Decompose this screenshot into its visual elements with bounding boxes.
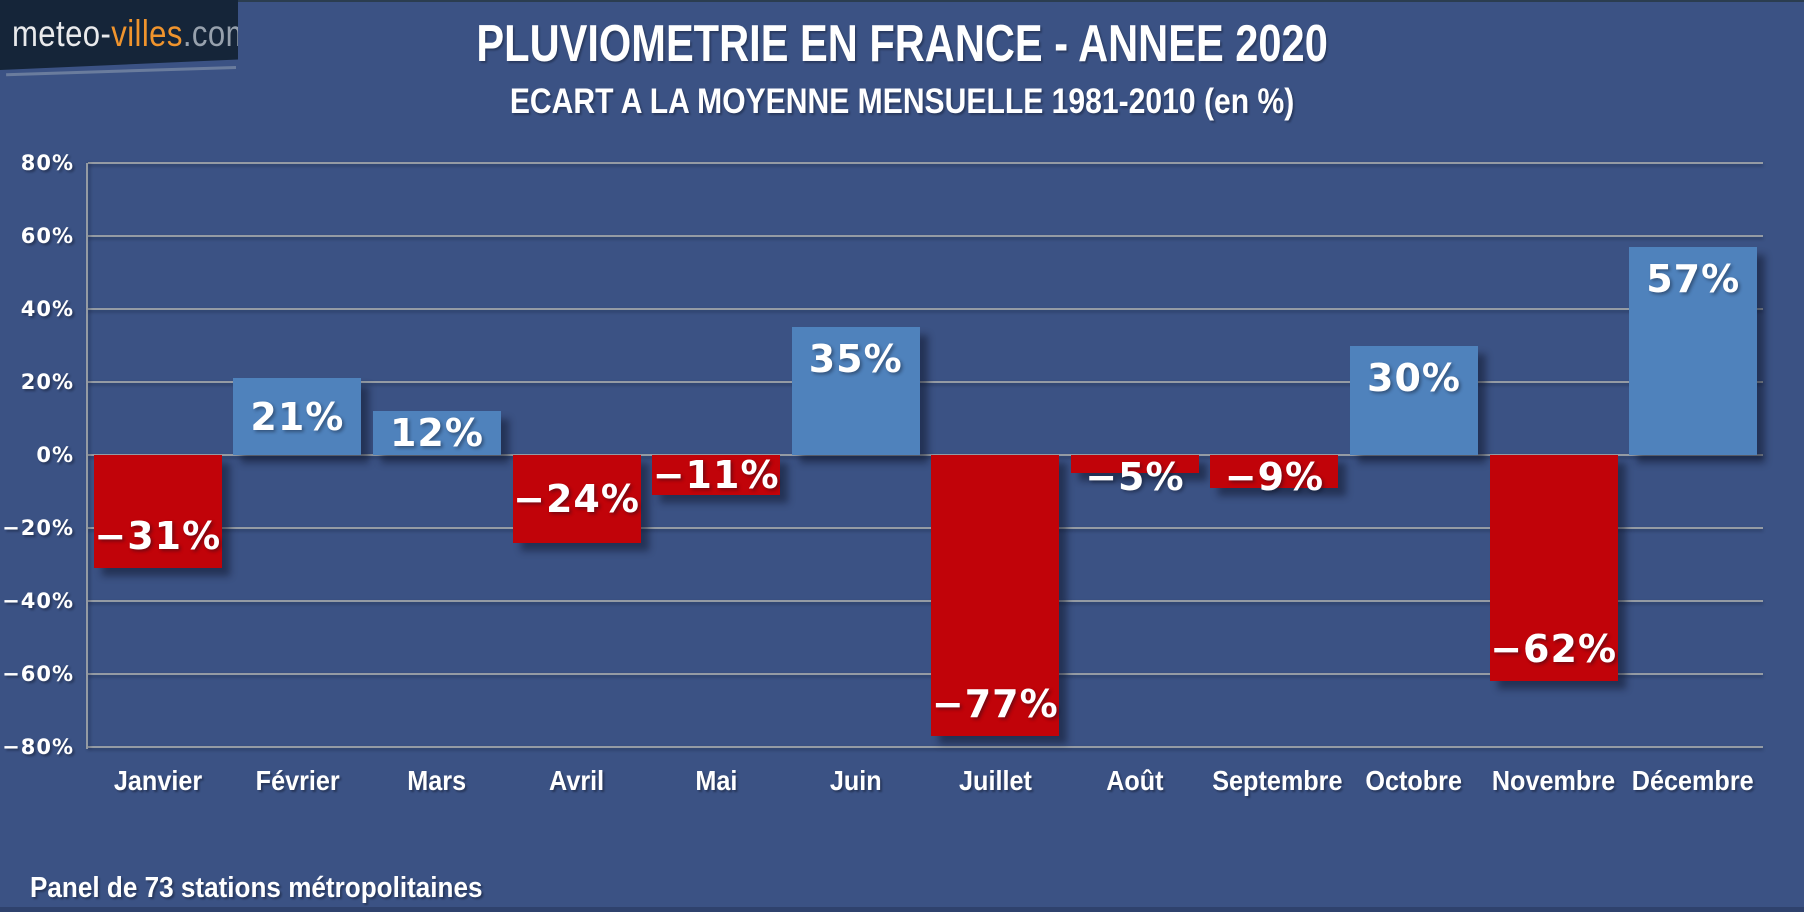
gridline-80% [88, 162, 1763, 164]
footer-note: Panel de 73 stations métropolitaines [30, 872, 483, 904]
bar-mai: −11% [652, 453, 781, 498]
x-axis-label-text: Octobre [1365, 765, 1463, 796]
chart-subtitle: ECART A LA MOYENNE MENSUELLE 1981-2010 (… [509, 82, 1295, 121]
bar-value-label-février: 21% [250, 394, 345, 439]
x-axis-label-mars: Mars [367, 763, 507, 799]
gridline--80% [88, 746, 1763, 748]
bar-juillet: −77% [931, 455, 1060, 737]
y-axis-line [86, 163, 88, 749]
y-axis-tick-label--80%: −80% [2, 735, 74, 759]
gridline-0% [88, 454, 1763, 456]
x-axis-label-text: Avril [548, 765, 605, 796]
bar-janvier: −31% [93, 455, 222, 569]
x-axis-label-juin: Juin [786, 763, 926, 799]
logo-banner: meteo-villes.com [0, 0, 238, 70]
bar-value-label-mai: −11% [652, 453, 780, 498]
y-axis-tick-label-60%: 60% [20, 224, 74, 248]
x-axis-label-janvier: Janvier [88, 763, 228, 799]
bar-octobre: 30% [1350, 345, 1479, 455]
y-axis-tick-label--20%: −20% [2, 516, 74, 540]
logo-villes: villes [111, 13, 183, 54]
top-edge-line [0, 0, 1804, 2]
y-axis-tick-label-20%: 20% [20, 370, 74, 394]
y-axis-tick-label-0%: 0% [36, 443, 74, 467]
bar-août: −5% [1070, 455, 1199, 499]
y-axis-tick-label-80%: 80% [20, 151, 74, 175]
x-axis-label-octobre: Octobre [1344, 763, 1484, 799]
bar-avril: −24% [512, 455, 641, 543]
bar-value-label-juin: 35% [808, 337, 903, 382]
x-axis-label-juillet: Juillet [926, 763, 1066, 799]
x-axis-label-text: Mars [407, 765, 467, 796]
logo-com: .com [182, 13, 252, 54]
x-axis-label-text: Novembre [1491, 765, 1616, 796]
logo-text: meteo-villes.com [12, 13, 252, 55]
gridline-60% [88, 235, 1763, 237]
gridline--40% [88, 600, 1763, 602]
gridline-40% [88, 308, 1763, 310]
bar-value-label-septembre: −9% [1224, 455, 1325, 499]
x-axis-label-septembre: Septembre [1205, 763, 1345, 799]
bar-value-label-octobre: 30% [1367, 355, 1462, 400]
bar-juin: 35% [791, 327, 920, 455]
bar-mars: 12% [372, 411, 501, 456]
gridline-20% [88, 381, 1763, 383]
bar-février: 21% [233, 378, 362, 455]
bar-value-label-juillet: −77% [931, 682, 1059, 727]
bar-value-label-décembre: 57% [1646, 256, 1741, 301]
x-axis-label-août: Août [1065, 763, 1205, 799]
x-axis-label-mai: Mai [646, 763, 786, 799]
x-axis-label-février: Février [228, 763, 368, 799]
x-axis-label-novembre: Novembre [1484, 763, 1624, 799]
bar-value-label-mars: 12% [389, 411, 484, 456]
x-axis-label-avril: Avril [507, 763, 647, 799]
bar-décembre: 57% [1629, 246, 1758, 455]
x-axis-label-décembre: Décembre [1623, 763, 1763, 799]
bar-value-label-janvier: −31% [94, 514, 222, 559]
bar-septembre: −9% [1210, 455, 1339, 499]
gridline--60% [88, 673, 1763, 675]
x-axis-label-text: Mai [695, 765, 738, 796]
x-axis-label-text: Février [255, 765, 340, 796]
x-axis-label-text: Décembre [1632, 765, 1755, 796]
title-row: PLUVIOMETRIE EN FRANCE - ANNEE 2020 [0, 14, 1804, 74]
plot-area: 80% 60% 40% 20% 0% −20% −40% −60% −80% −31% Janvie… [2, 151, 1763, 796]
y-axis-tick-label--40%: −40% [2, 589, 74, 613]
subtitle-row: ECART A LA MOYENNE MENSUELLE 1981-2010 (… [0, 82, 1804, 122]
x-axis-label-text: Juin [829, 765, 882, 796]
bottom-edge-line [0, 907, 1804, 912]
x-axis-label-text: Juillet [958, 765, 1032, 796]
bar-value-label-novembre: −62% [1490, 627, 1618, 672]
y-axis-tick-label-40%: 40% [20, 297, 74, 321]
x-axis-label-text: Janvier [113, 765, 202, 796]
x-axis-label-text: Août [1106, 765, 1164, 796]
chart-title: PLUVIOMETRIE EN FRANCE - ANNEE 2020 [476, 15, 1328, 73]
bar-novembre: −62% [1489, 455, 1618, 682]
bar-value-label-avril: −24% [513, 476, 640, 521]
y-axis-tick-label--60%: −60% [2, 662, 74, 686]
x-axis-label-text: Septembre [1211, 765, 1343, 796]
bar-value-label-août: −5% [1085, 455, 1185, 499]
gridline--20% [88, 527, 1763, 529]
logo-meteo: meteo- [12, 13, 112, 54]
